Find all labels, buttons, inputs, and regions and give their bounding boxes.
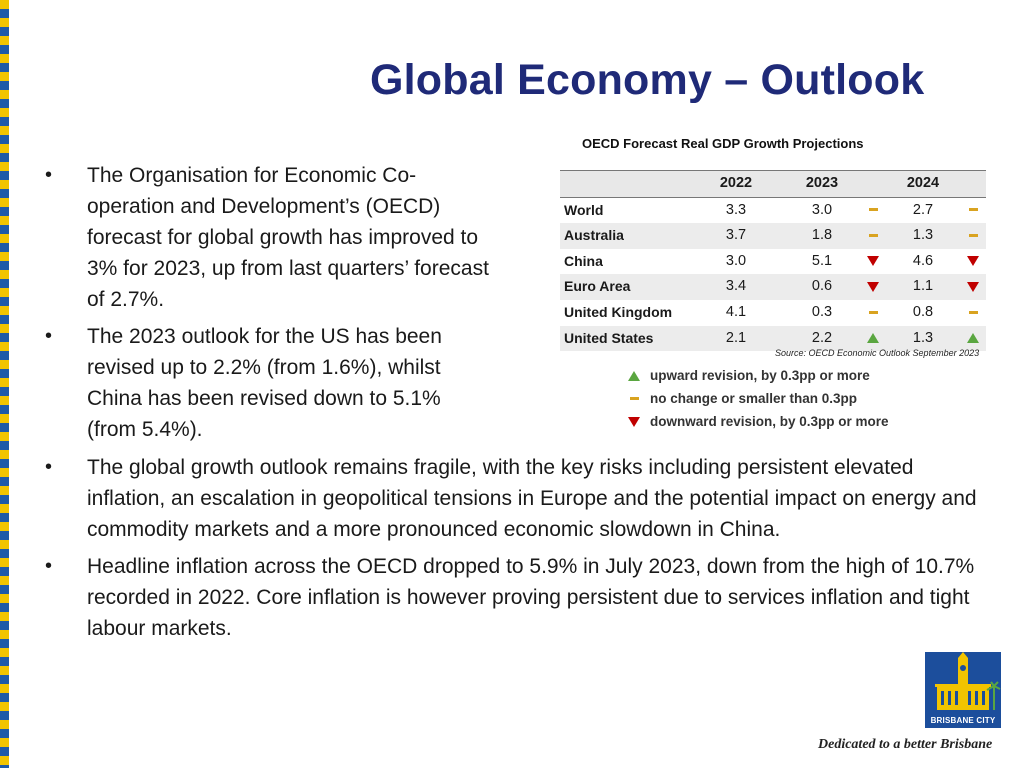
brisbane-city-logo: BRISBANE CITY (925, 652, 1001, 728)
bullet-list-lower: The global growth outlook remains fragil… (45, 452, 985, 650)
header-2023: 2023 (805, 175, 839, 191)
dash-icon (626, 397, 642, 400)
revision-2023 (860, 223, 886, 249)
header-spacer (860, 171, 886, 198)
revision-2023 (860, 197, 886, 223)
value-2024: 2.7 (912, 201, 934, 218)
table-row: Euro Area 3.4 0.6 1.1 (560, 274, 986, 300)
bullet-list-upper: The Organisation for Economic Co-operati… (45, 160, 490, 451)
table-row: United Kingdom 4.1 0.3 0.8 (560, 299, 986, 326)
country-name: China (564, 252, 603, 269)
revision-2024 (960, 274, 986, 300)
down-triangle-icon (967, 281, 979, 292)
table-source-note: Source: OECD Economic Outlook September … (775, 348, 980, 358)
value-2023: 3.0 (811, 201, 833, 218)
bullet-item: The 2023 outlook for the US has been rev… (45, 321, 490, 445)
bullet-item: The global growth outlook remains fragil… (45, 452, 985, 545)
city-hall-icon (925, 652, 1001, 716)
table-caption: OECD Forecast Real GDP Growth Projection… (582, 136, 864, 151)
value-2023: 0.6 (811, 278, 833, 295)
dash-icon (968, 208, 978, 212)
value-2023: 5.1 (811, 252, 833, 269)
legend-label-down: downward revision, by 0.3pp or more (650, 414, 889, 429)
header-empty (560, 171, 688, 198)
up-triangle-icon (626, 370, 642, 381)
bullet-item: Headline inflation across the OECD dropp… (45, 551, 985, 644)
revision-2023 (860, 249, 886, 275)
value-2023: 2.2 (811, 329, 833, 346)
dash-icon (968, 233, 978, 237)
dash-icon (968, 310, 978, 314)
down-triangle-icon (626, 416, 642, 427)
down-triangle-icon (867, 255, 879, 266)
left-border-stripe (0, 0, 9, 768)
slide-title: Global Economy – Outlook (370, 56, 925, 104)
down-triangle-icon (867, 281, 879, 292)
value-2023: 1.8 (811, 227, 833, 244)
value-2022: 4.1 (725, 303, 747, 320)
dash-icon (868, 208, 878, 212)
legend-item-down: downward revision, by 0.3pp or more (626, 410, 889, 433)
header-2024: 2024 (906, 175, 940, 191)
gdp-projections-table: 2022 2023 2024 World 3.3 3.0 2.7 Australia 3.… (560, 170, 986, 352)
legend-item-up: upward revision, by 0.3pp or more (626, 364, 889, 387)
value-2024: 1.1 (912, 278, 934, 295)
up-triangle-icon (967, 332, 979, 343)
legend-label-up: upward revision, by 0.3pp or more (650, 368, 870, 383)
country-name: United Kingdom (564, 303, 673, 320)
revision-2024 (960, 197, 986, 223)
footer-tagline: Dedicated to a better Brisbane (818, 737, 993, 752)
revision-2024 (960, 223, 986, 249)
value-2024: 0.8 (912, 303, 934, 320)
revision-2023 (860, 300, 886, 326)
country-name: Euro Area (564, 278, 631, 295)
value-2022: 3.3 (725, 201, 747, 218)
country-name: Australia (564, 227, 624, 244)
dash-icon (868, 310, 878, 314)
dash-icon (868, 233, 878, 237)
legend-item-flat: no change or smaller than 0.3pp (626, 387, 889, 410)
legend-label-flat: no change or smaller than 0.3pp (650, 391, 858, 406)
down-triangle-icon (967, 255, 979, 266)
table-row: World 3.3 3.0 2.7 (560, 197, 986, 224)
revision-2024 (960, 326, 986, 352)
table-row: United States 2.1 2.2 1.3 (560, 325, 986, 352)
country-name: United States (564, 329, 654, 346)
up-triangle-icon (867, 332, 879, 343)
value-2023: 0.3 (811, 303, 833, 320)
revision-2024 (960, 249, 986, 275)
header-2022: 2022 (719, 175, 753, 191)
revision-2024 (960, 300, 986, 326)
header-spacer (960, 171, 986, 198)
value-2024: 1.3 (912, 227, 934, 244)
country-name: World (564, 201, 604, 218)
revision-legend: upward revision, by 0.3pp or more no cha… (626, 364, 889, 433)
value-2024: 4.6 (912, 252, 934, 269)
revision-2023 (860, 274, 886, 300)
value-2022: 3.4 (725, 278, 747, 295)
logo-label: BRISBANE CITY (930, 716, 996, 725)
value-2022: 3.0 (725, 252, 747, 269)
table-row: Australia 3.7 1.8 1.3 (560, 223, 986, 249)
table-header-row: 2022 2023 2024 (560, 170, 986, 198)
table-row: China 3.0 5.1 4.6 (560, 248, 986, 275)
value-2024: 1.3 (912, 329, 934, 346)
value-2022: 2.1 (725, 329, 747, 346)
bullet-item: The Organisation for Economic Co-operati… (45, 160, 490, 315)
revision-2023 (860, 326, 886, 352)
value-2022: 3.7 (725, 227, 747, 244)
